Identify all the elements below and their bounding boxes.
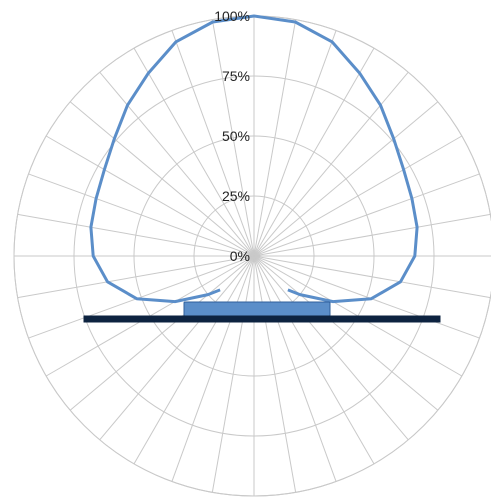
grid-spoke — [253, 255, 375, 465]
grid-spoke — [17, 213, 255, 257]
grid-spoke — [45, 135, 255, 257]
grid-spoke — [28, 173, 255, 257]
grid-spoke — [253, 30, 337, 257]
grid-spoke — [253, 255, 409, 441]
grid-spoke — [171, 30, 255, 257]
grid-spoke — [253, 135, 463, 257]
grid-spoke — [253, 213, 491, 257]
grid-spoke — [253, 47, 375, 257]
grid-spoke — [99, 255, 255, 441]
grid-spoke — [17, 255, 255, 299]
luminaire-base — [83, 315, 441, 323]
grid-spoke — [253, 255, 297, 493]
polar-grid — [13, 15, 491, 497]
grid-spoke — [211, 19, 255, 257]
grid-spoke — [253, 255, 480, 339]
grid-spoke — [133, 47, 255, 257]
grid-spoke — [133, 255, 255, 465]
grid-spoke — [211, 255, 255, 493]
grid-spoke — [253, 19, 297, 257]
radial-tick-label: 25% — [222, 188, 250, 204]
grid-spoke — [28, 255, 255, 339]
series-line-0 — [89, 14, 419, 304]
radial-tick-label: 75% — [222, 68, 250, 84]
luminaire-shapes — [83, 301, 441, 323]
radial-tick-label: 0% — [230, 248, 250, 264]
radial-tick-label: 100% — [214, 8, 250, 24]
grid-spoke — [253, 255, 337, 482]
grid-spoke — [253, 255, 439, 411]
grid-spoke — [171, 255, 255, 482]
grid-spoke — [253, 255, 491, 299]
grid-spoke — [69, 255, 255, 411]
grid-spoke — [99, 71, 255, 257]
radial-tick-label: 50% — [222, 128, 250, 144]
grid-spoke — [253, 101, 439, 257]
radial-tick-labels: 0% 25% 50% 75% 100% — [214, 8, 250, 264]
grid-spoke — [253, 173, 480, 257]
grid-spoke — [253, 71, 409, 257]
grid-spoke — [69, 101, 255, 257]
luminaire-body — [183, 301, 331, 317]
series-layer — [89, 14, 419, 304]
